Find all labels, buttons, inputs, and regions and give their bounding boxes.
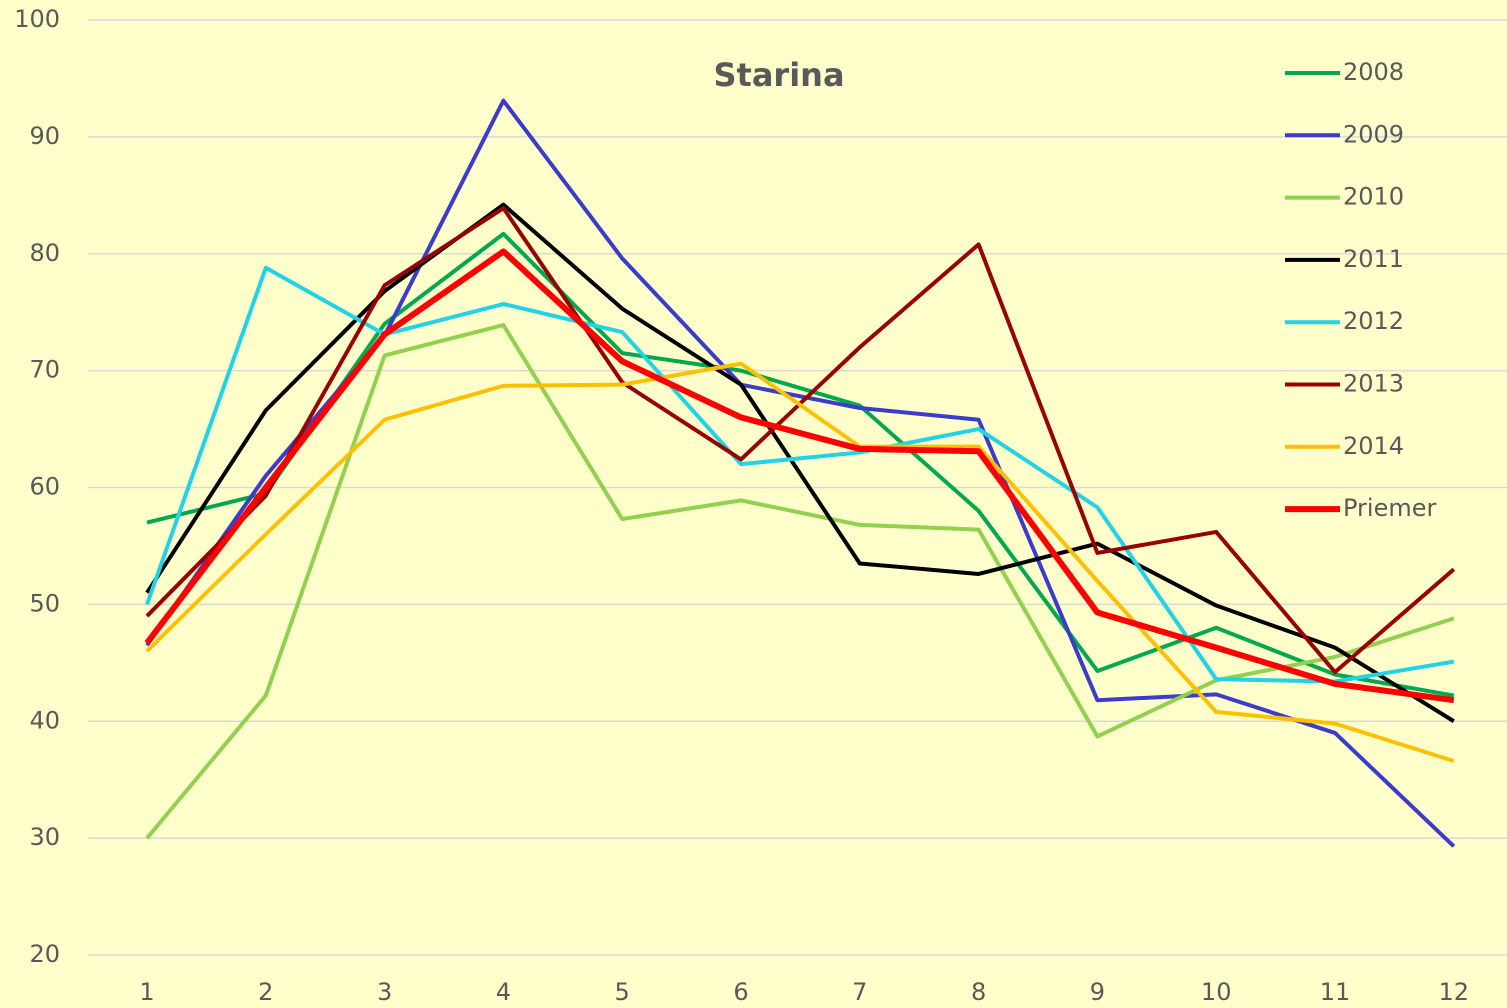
- x-tick-label: 4: [496, 978, 511, 1006]
- x-tick-label: 6: [733, 978, 748, 1006]
- series-line: [145, 202, 1455, 723]
- series-line: [145, 323, 1455, 840]
- legend-label: 2008: [1343, 58, 1404, 86]
- series-line: [144, 248, 1455, 704]
- y-tick-label: 20: [29, 940, 60, 968]
- x-tick-label: 5: [615, 978, 630, 1006]
- y-tick-label: 30: [29, 823, 60, 851]
- x-tick-label: 7: [852, 978, 867, 1006]
- y-tick-label: 80: [29, 239, 60, 267]
- series-line: [146, 231, 1455, 698]
- series-line: [145, 361, 1455, 763]
- legend-label: Priemer: [1343, 494, 1436, 522]
- y-tick-label: 50: [29, 589, 60, 617]
- legend-label: 2010: [1343, 183, 1404, 211]
- x-tick-label: 8: [971, 978, 986, 1006]
- y-tick-label: 40: [29, 706, 60, 734]
- chart-title: Starina: [713, 56, 844, 94]
- x-tick-label: 12: [1439, 978, 1470, 1006]
- legend-label: 2011: [1343, 245, 1404, 273]
- y-tick-label: 100: [14, 5, 60, 33]
- legend-label: 2012: [1343, 307, 1404, 335]
- y-tick-label: 60: [29, 473, 60, 501]
- x-tick-label: 9: [1090, 978, 1105, 1006]
- x-tick-label: 11: [1320, 978, 1351, 1006]
- y-tick-label: 70: [29, 356, 60, 384]
- x-tick-label: 10: [1201, 978, 1232, 1006]
- legend-label: 2013: [1343, 370, 1404, 398]
- x-tick-label: 2: [258, 978, 273, 1006]
- legend-label: 2014: [1343, 432, 1404, 460]
- x-tick-label: 3: [377, 978, 392, 1006]
- legend-label: 2009: [1343, 120, 1404, 148]
- x-tick-label: 1: [139, 978, 154, 1006]
- y-tick-label: 90: [29, 122, 60, 150]
